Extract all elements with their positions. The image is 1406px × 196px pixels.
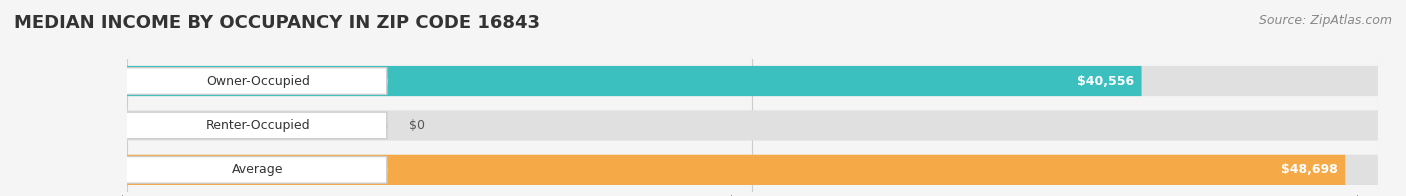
FancyBboxPatch shape <box>127 155 1378 185</box>
Text: Source: ZipAtlas.com: Source: ZipAtlas.com <box>1258 14 1392 27</box>
Text: MEDIAN INCOME BY OCCUPANCY IN ZIP CODE 16843: MEDIAN INCOME BY OCCUPANCY IN ZIP CODE 1… <box>14 14 540 32</box>
Text: $48,698: $48,698 <box>1281 163 1337 176</box>
FancyBboxPatch shape <box>127 66 1378 96</box>
FancyBboxPatch shape <box>127 155 1346 185</box>
Text: $0: $0 <box>409 119 426 132</box>
FancyBboxPatch shape <box>127 110 1378 141</box>
FancyBboxPatch shape <box>127 66 1142 96</box>
FancyBboxPatch shape <box>124 68 387 94</box>
Text: Owner-Occupied: Owner-Occupied <box>207 74 309 87</box>
Text: Renter-Occupied: Renter-Occupied <box>205 119 311 132</box>
FancyBboxPatch shape <box>124 112 387 139</box>
Text: Average: Average <box>232 163 284 176</box>
Text: $40,556: $40,556 <box>1077 74 1135 87</box>
FancyBboxPatch shape <box>124 157 387 183</box>
